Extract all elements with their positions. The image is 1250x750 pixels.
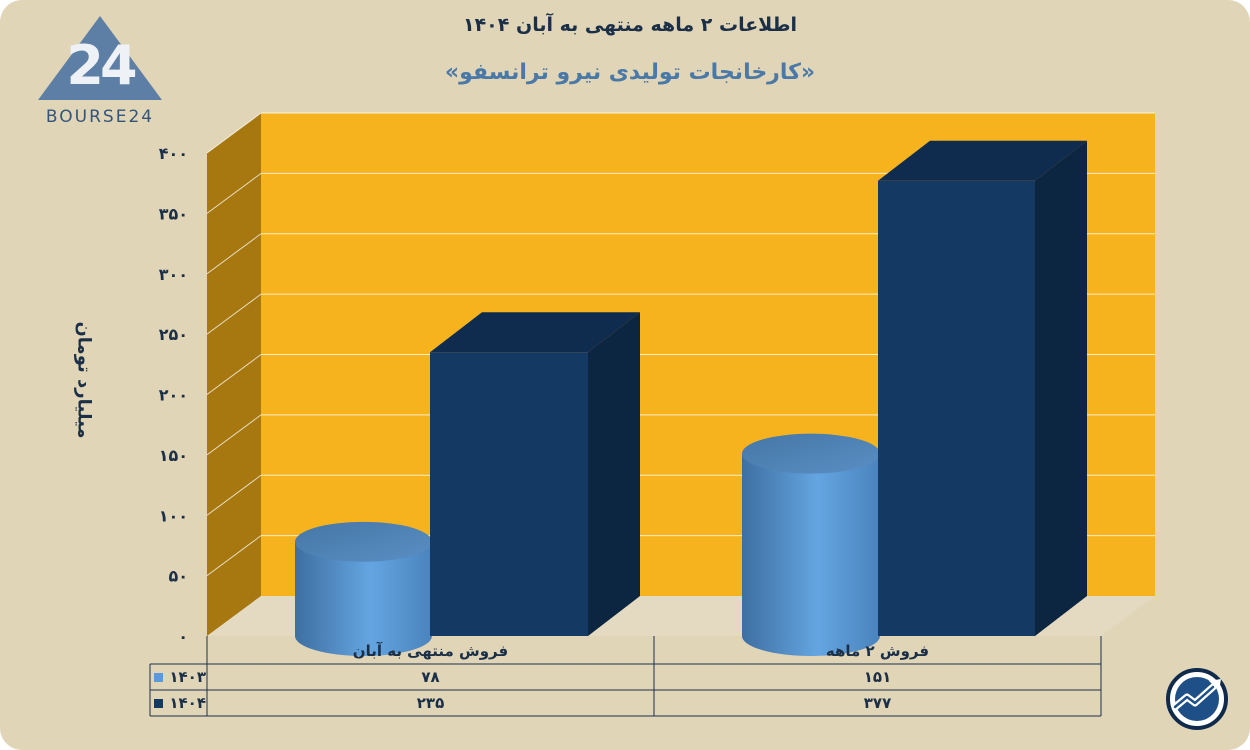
y-tick-label: ۲۰۰ bbox=[159, 386, 188, 405]
bar-1403-1 bbox=[742, 453, 880, 656]
bar-1403-top-1 bbox=[742, 433, 880, 474]
bar-1404-side-0 bbox=[588, 312, 640, 636]
gridline-side bbox=[206, 112, 262, 154]
y-tick-label: ۴۰۰ bbox=[159, 144, 188, 163]
chart-subtitle: «کارخانجات تولیدی نیرو ترانسفو» bbox=[444, 60, 816, 85]
y-tick-label: ۵۰ bbox=[168, 567, 188, 586]
gridline-side bbox=[206, 233, 262, 275]
legend-swatch bbox=[154, 672, 164, 682]
gridline-side bbox=[206, 172, 262, 214]
data-label: ۱۵۱ bbox=[863, 668, 892, 686]
bourse24-logo: 24 BOURSE24 bbox=[38, 16, 162, 127]
gridline-side bbox=[206, 474, 262, 516]
chart-title: اطلاعات ۲ ماهه منتهی به آبان ۱۴۰۴ bbox=[462, 14, 798, 36]
legend-label: ۱۴۰۳ bbox=[169, 668, 206, 686]
y-tick-label: ۳۰۰ bbox=[159, 265, 188, 284]
data-label: ۳۷۷ bbox=[863, 694, 892, 712]
logo-wordmark: BOURSE24 bbox=[46, 107, 154, 127]
bar-1403-top-0 bbox=[295, 521, 432, 562]
y-tick-label: ۰ bbox=[178, 627, 188, 646]
data-label: ۷۸ bbox=[421, 668, 440, 686]
svg-text:24: 24 bbox=[66, 34, 136, 97]
gridline-side bbox=[206, 354, 262, 395]
legend-row-0: ۱۴۰۳ bbox=[148, 666, 206, 688]
bar-1404-side-1 bbox=[1035, 140, 1087, 636]
data-label: ۲۳۵ bbox=[416, 694, 445, 712]
y-tick-label: ۱۰۰ bbox=[159, 506, 188, 525]
bar-1404-1 bbox=[878, 180, 1035, 636]
legend-row-1: ۱۴۰۴ bbox=[148, 692, 206, 714]
category-label: فروش منتهی به آبان bbox=[352, 642, 509, 660]
bars bbox=[295, 140, 1087, 657]
bar-1403-0 bbox=[295, 541, 432, 657]
category-label: فروش ۲ ماهه bbox=[825, 642, 930, 660]
gridline-side bbox=[206, 535, 262, 577]
legend-swatch bbox=[154, 698, 164, 708]
y-tick-label: ۳۵۰ bbox=[159, 204, 188, 223]
y-axis-ticks: ۰ ۵۰ ۱۰۰ ۱۵۰ ۲۰۰ ۲۵۰ ۳۰۰ ۳۵۰ ۴۰۰ bbox=[159, 144, 188, 646]
bar-1404-0 bbox=[430, 352, 588, 636]
gridline-side bbox=[206, 293, 262, 335]
gridline-side bbox=[206, 414, 262, 456]
legend-label: ۱۴۰۴ bbox=[169, 694, 206, 712]
data-table-grid bbox=[149, 636, 1102, 717]
trend-arrow-icon bbox=[1166, 668, 1228, 730]
bar-1404-top-1 bbox=[878, 140, 1087, 181]
bar-1404-top-0 bbox=[430, 312, 640, 353]
y-tick-label: ۲۵۰ bbox=[159, 325, 188, 344]
y-tick-label: ۱۵۰ bbox=[159, 446, 188, 465]
